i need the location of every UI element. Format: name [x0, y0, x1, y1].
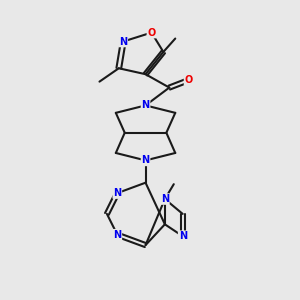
Text: N: N [113, 188, 122, 198]
Text: N: N [178, 231, 187, 241]
Text: N: N [113, 230, 122, 240]
Text: O: O [184, 75, 193, 85]
Text: N: N [161, 194, 169, 204]
Text: N: N [119, 37, 127, 46]
Text: N: N [142, 155, 150, 165]
Text: O: O [147, 28, 156, 38]
Text: N: N [142, 100, 150, 110]
